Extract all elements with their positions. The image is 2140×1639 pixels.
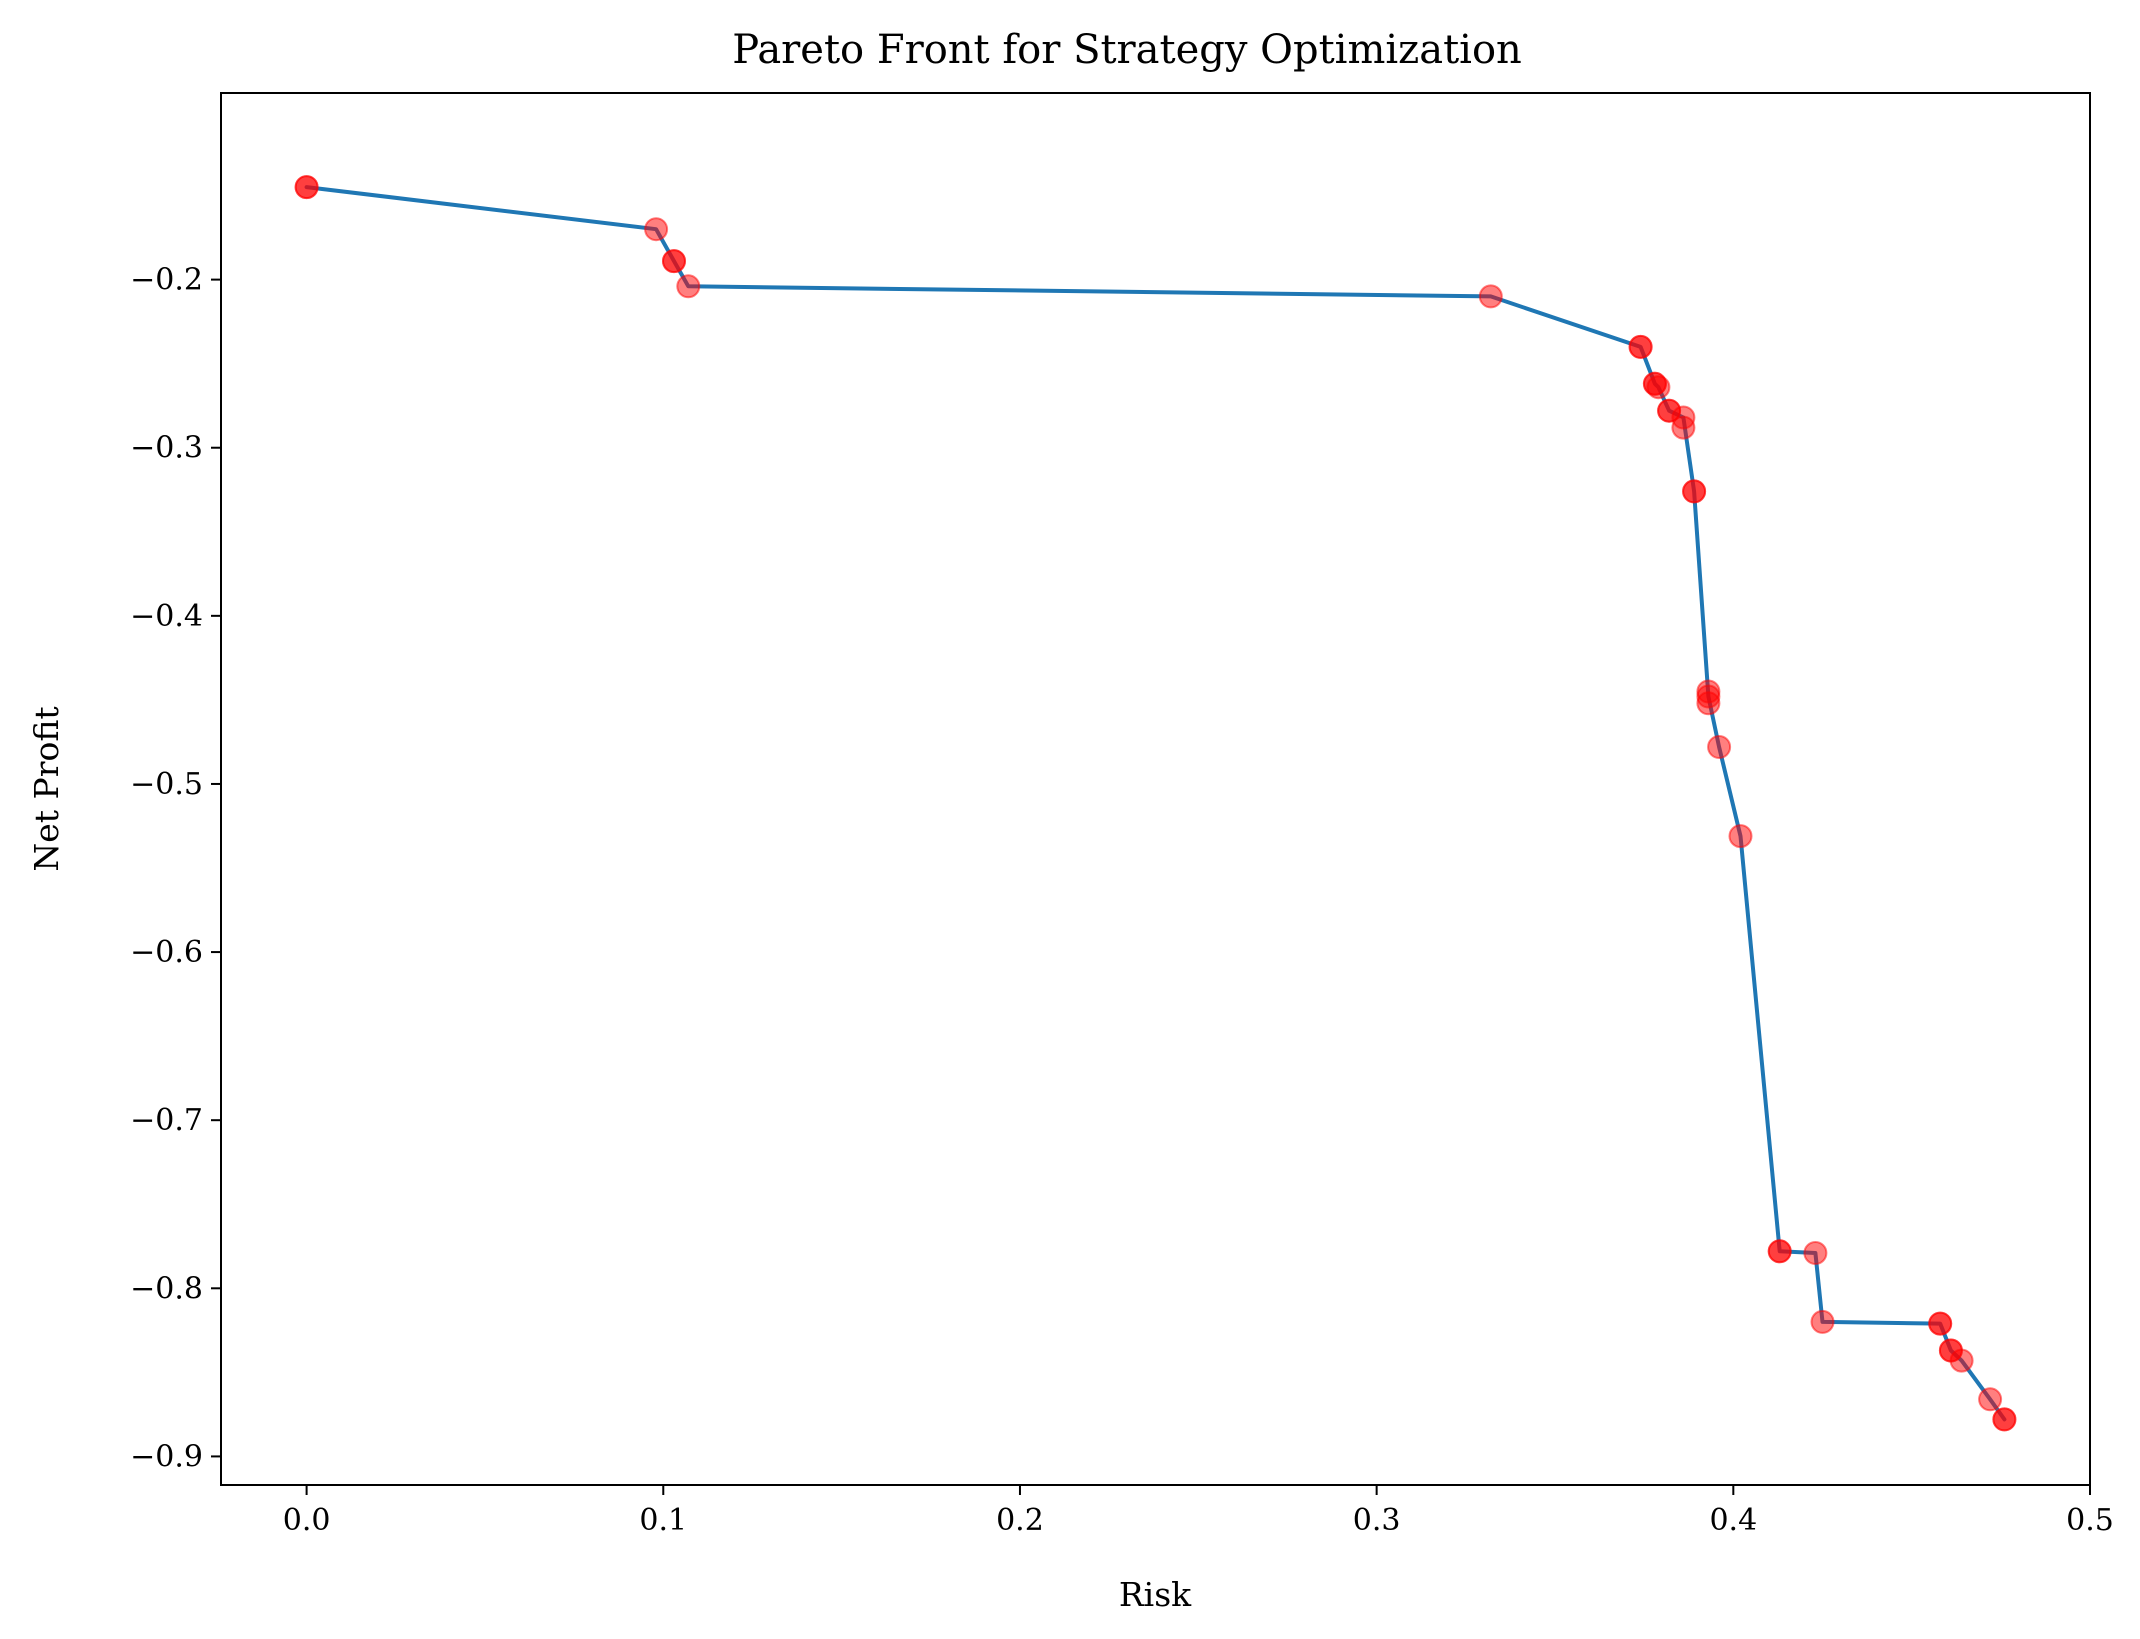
x-tick-label: 0.2	[996, 1503, 1044, 1538]
scatter-point	[294, 175, 319, 200]
y-tick-label: −0.9	[130, 1439, 203, 1474]
scatter-point	[1646, 375, 1671, 400]
x-tick-label: 0.4	[1709, 1503, 1757, 1538]
scatter-point	[1696, 691, 1721, 716]
scatter-point	[1707, 735, 1732, 759]
y-tick-label: −0.2	[130, 263, 203, 298]
scatter-point	[644, 217, 669, 242]
plot-frame	[220, 92, 2091, 1486]
x-tick-label: 0.1	[639, 1503, 687, 1538]
scatter-point	[1810, 1309, 1835, 1334]
scatter-point	[1928, 1311, 1953, 1336]
scatter-point	[1628, 334, 1653, 359]
chart-title: Pareto Front for Strategy Optimization	[732, 27, 1522, 73]
scatter-point	[662, 249, 686, 274]
scatter-point	[1803, 1241, 1828, 1265]
x-tick-label: 0.3	[1353, 1503, 1401, 1538]
scatter-point	[1728, 824, 1753, 849]
x-tick-label: 0.5	[2066, 1503, 2114, 1538]
y-axis-label: Net Profit	[27, 706, 66, 871]
scatter-point	[1671, 415, 1696, 440]
scatter-point	[1478, 284, 1503, 309]
y-tick-label: −0.8	[130, 1271, 203, 1306]
scatter-point	[1978, 1387, 2003, 1412]
y-tick-label: −0.4	[130, 599, 203, 634]
scatter-point	[1682, 479, 1707, 504]
x-axis-label: Risk	[1119, 1575, 1192, 1614]
y-tick-label: −0.5	[130, 767, 203, 802]
pareto-front-line	[304, 185, 2007, 1422]
axis-ticks: 0.0 0.1 0.2 0.3 0.4 0.5 −0.2 −0.3 −0.4 −0.5 −0.6 −0…	[130, 263, 2114, 1538]
scatter-point	[676, 274, 701, 299]
y-tick-label: −0.6	[130, 935, 203, 970]
plot-area	[294, 175, 2017, 1432]
y-tick-label: −0.7	[130, 1103, 203, 1138]
scatter-point	[1992, 1407, 2017, 1432]
scatter-point	[1767, 1239, 1792, 1264]
x-tick-label: 0.0	[283, 1503, 331, 1538]
y-tick-label: −0.3	[130, 431, 203, 466]
scatter-point	[1949, 1348, 1974, 1373]
